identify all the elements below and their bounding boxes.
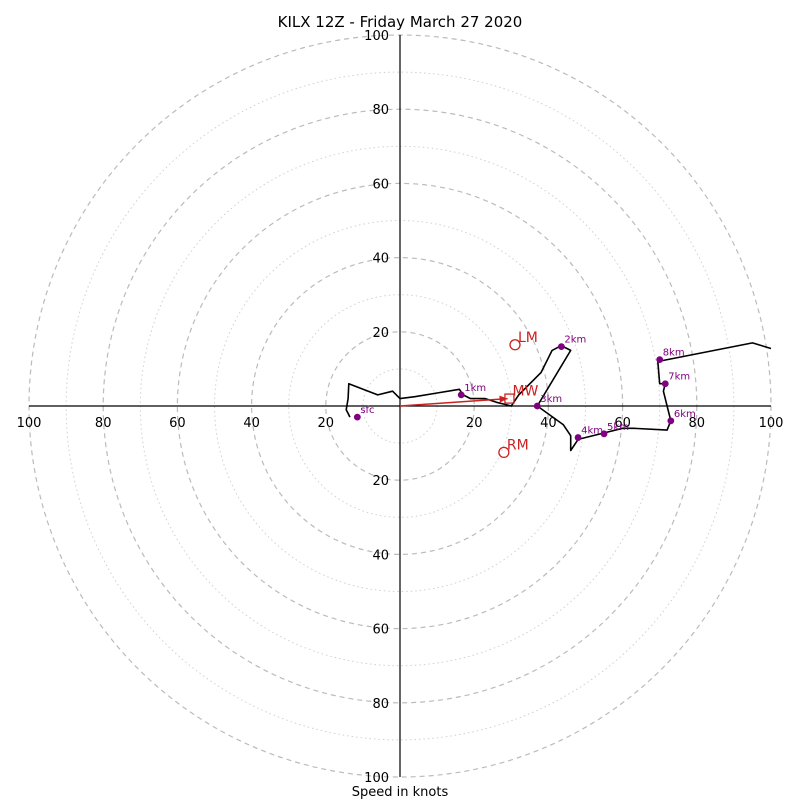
height-marker-6km xyxy=(667,417,675,425)
x-tick-label: 20 xyxy=(318,416,335,431)
x-tick-label: 40 xyxy=(243,416,260,431)
height-marker-5km xyxy=(600,430,608,438)
y-tick-label: 100 xyxy=(364,29,389,44)
y-tick-label: 100 xyxy=(364,771,389,786)
height-label-5km: 5km xyxy=(607,422,629,433)
height-label-1km: 1km xyxy=(464,383,486,394)
height-label-sfc: sfc xyxy=(360,405,374,416)
motion-label-mw: MW xyxy=(512,384,538,400)
height-label-3km: 3km xyxy=(540,394,562,405)
shear-vector-line xyxy=(399,397,508,407)
wind-profile xyxy=(345,342,772,452)
y-tick-label: 60 xyxy=(372,177,389,192)
motion-marker-mw xyxy=(504,393,515,404)
motion-marker-lm xyxy=(509,339,521,351)
height-label-8km: 8km xyxy=(663,348,685,359)
x-tick-label: 20 xyxy=(466,416,483,431)
height-label-2km: 2km xyxy=(564,335,586,346)
height-label-4km: 4km xyxy=(581,426,603,437)
x-tick-label: 60 xyxy=(614,416,631,431)
height-markers: sfc 1km 2km 3km 4km 5km 6km 7km 8km xyxy=(353,335,696,441)
motion-label-lm: LM xyxy=(518,330,538,346)
x-tick-label: 100 xyxy=(759,416,784,431)
y-tick-label: 80 xyxy=(372,103,389,118)
height-marker-8km xyxy=(656,356,664,364)
x-tick-label: 80 xyxy=(95,416,112,431)
height-marker-3km xyxy=(533,402,541,410)
x-tick-label: 60 xyxy=(169,416,186,431)
y-tick-label: 20 xyxy=(372,474,389,489)
motion-label-rm: RM xyxy=(507,437,529,453)
height-marker-sfc xyxy=(353,413,361,421)
chart-title: KILX 12Z - Friday March 27 2020 xyxy=(278,13,523,31)
x-tick-label: 40 xyxy=(540,416,557,431)
tick-labels: 100 100 80 80 60 60 40 40 20 20 20 20 40 40 60 60 80 80 10… xyxy=(17,29,784,786)
shear-vector-arrowhead xyxy=(499,395,508,403)
height-label-6km: 6km xyxy=(674,409,696,420)
height-marker-7km xyxy=(661,380,669,388)
y-tick-label: 80 xyxy=(372,697,389,712)
motion-marker-rm xyxy=(498,446,510,459)
height-marker-4km xyxy=(574,434,582,441)
y-tick-label: 20 xyxy=(372,326,389,341)
height-label-7km: 7km xyxy=(668,372,690,383)
y-tick-label: 60 xyxy=(372,623,389,638)
height-marker-2km xyxy=(557,343,565,351)
y-tick-label: 40 xyxy=(372,548,389,563)
height-marker-1km xyxy=(457,391,465,399)
storm-motion-markers: LM MW RM xyxy=(399,330,539,459)
x-tick-label: 80 xyxy=(689,416,706,431)
x-tick-label: 100 xyxy=(17,416,42,431)
x-axis-label: Speed in knots xyxy=(352,785,449,800)
wind-profile-line xyxy=(345,342,772,452)
y-tick-label: 40 xyxy=(372,252,389,267)
